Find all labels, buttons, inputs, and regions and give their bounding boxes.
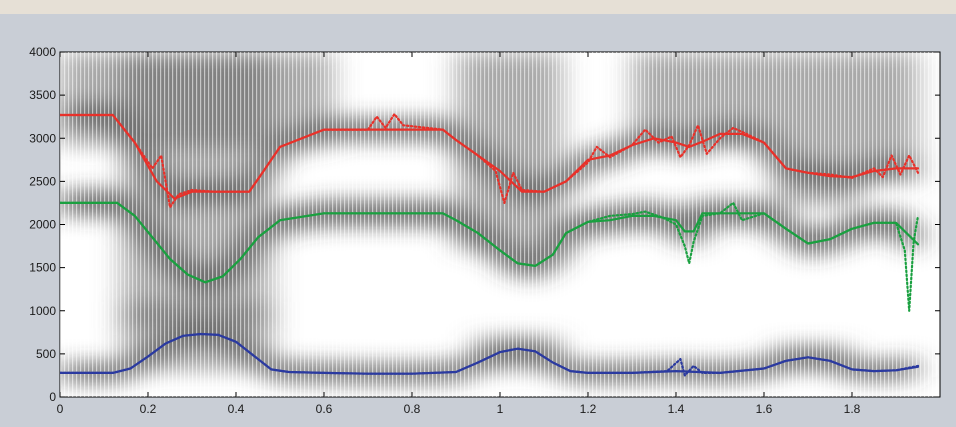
x-tick-label: 1.6	[756, 402, 773, 416]
spectrogram-background	[60, 52, 940, 397]
x-tick-label: 1.2	[580, 402, 597, 416]
x-tick-label: 0.6	[316, 402, 333, 416]
y-tick-label: 1000	[29, 304, 56, 318]
y-tick-label: 3000	[29, 131, 56, 145]
x-tick-label: 0.4	[228, 402, 245, 416]
series-line-2-dotted	[60, 112, 920, 209]
figure-top-strip	[0, 0, 956, 14]
axes: 0 500 1000 1500 2000 2500 3000 3500 4000 0 0.2 0.4 0…	[29, 45, 940, 416]
y-tick-label: 2000	[29, 218, 56, 232]
y-tick-label: 2500	[29, 174, 56, 188]
x-tick-label: 1.8	[844, 402, 861, 416]
spectrogram-striations	[60, 52, 940, 397]
series-line-6-dotted	[60, 332, 920, 377]
x-tick-label: 1.4	[668, 402, 685, 416]
y-tick-label: 500	[36, 347, 56, 361]
series-layer	[60, 112, 920, 377]
y-tick-label: 0	[49, 390, 56, 404]
x-tick-label: 1	[497, 402, 504, 416]
y-tick-label: 1500	[29, 261, 56, 275]
y-tick-label: 3500	[29, 88, 56, 102]
y-tick-label: 4000	[29, 45, 56, 59]
series-line-4-dotted	[60, 201, 920, 312]
x-tick-label: 0	[57, 402, 64, 416]
x-tick-label: 0.8	[404, 402, 421, 416]
x-tick-label: 0.2	[140, 402, 157, 416]
